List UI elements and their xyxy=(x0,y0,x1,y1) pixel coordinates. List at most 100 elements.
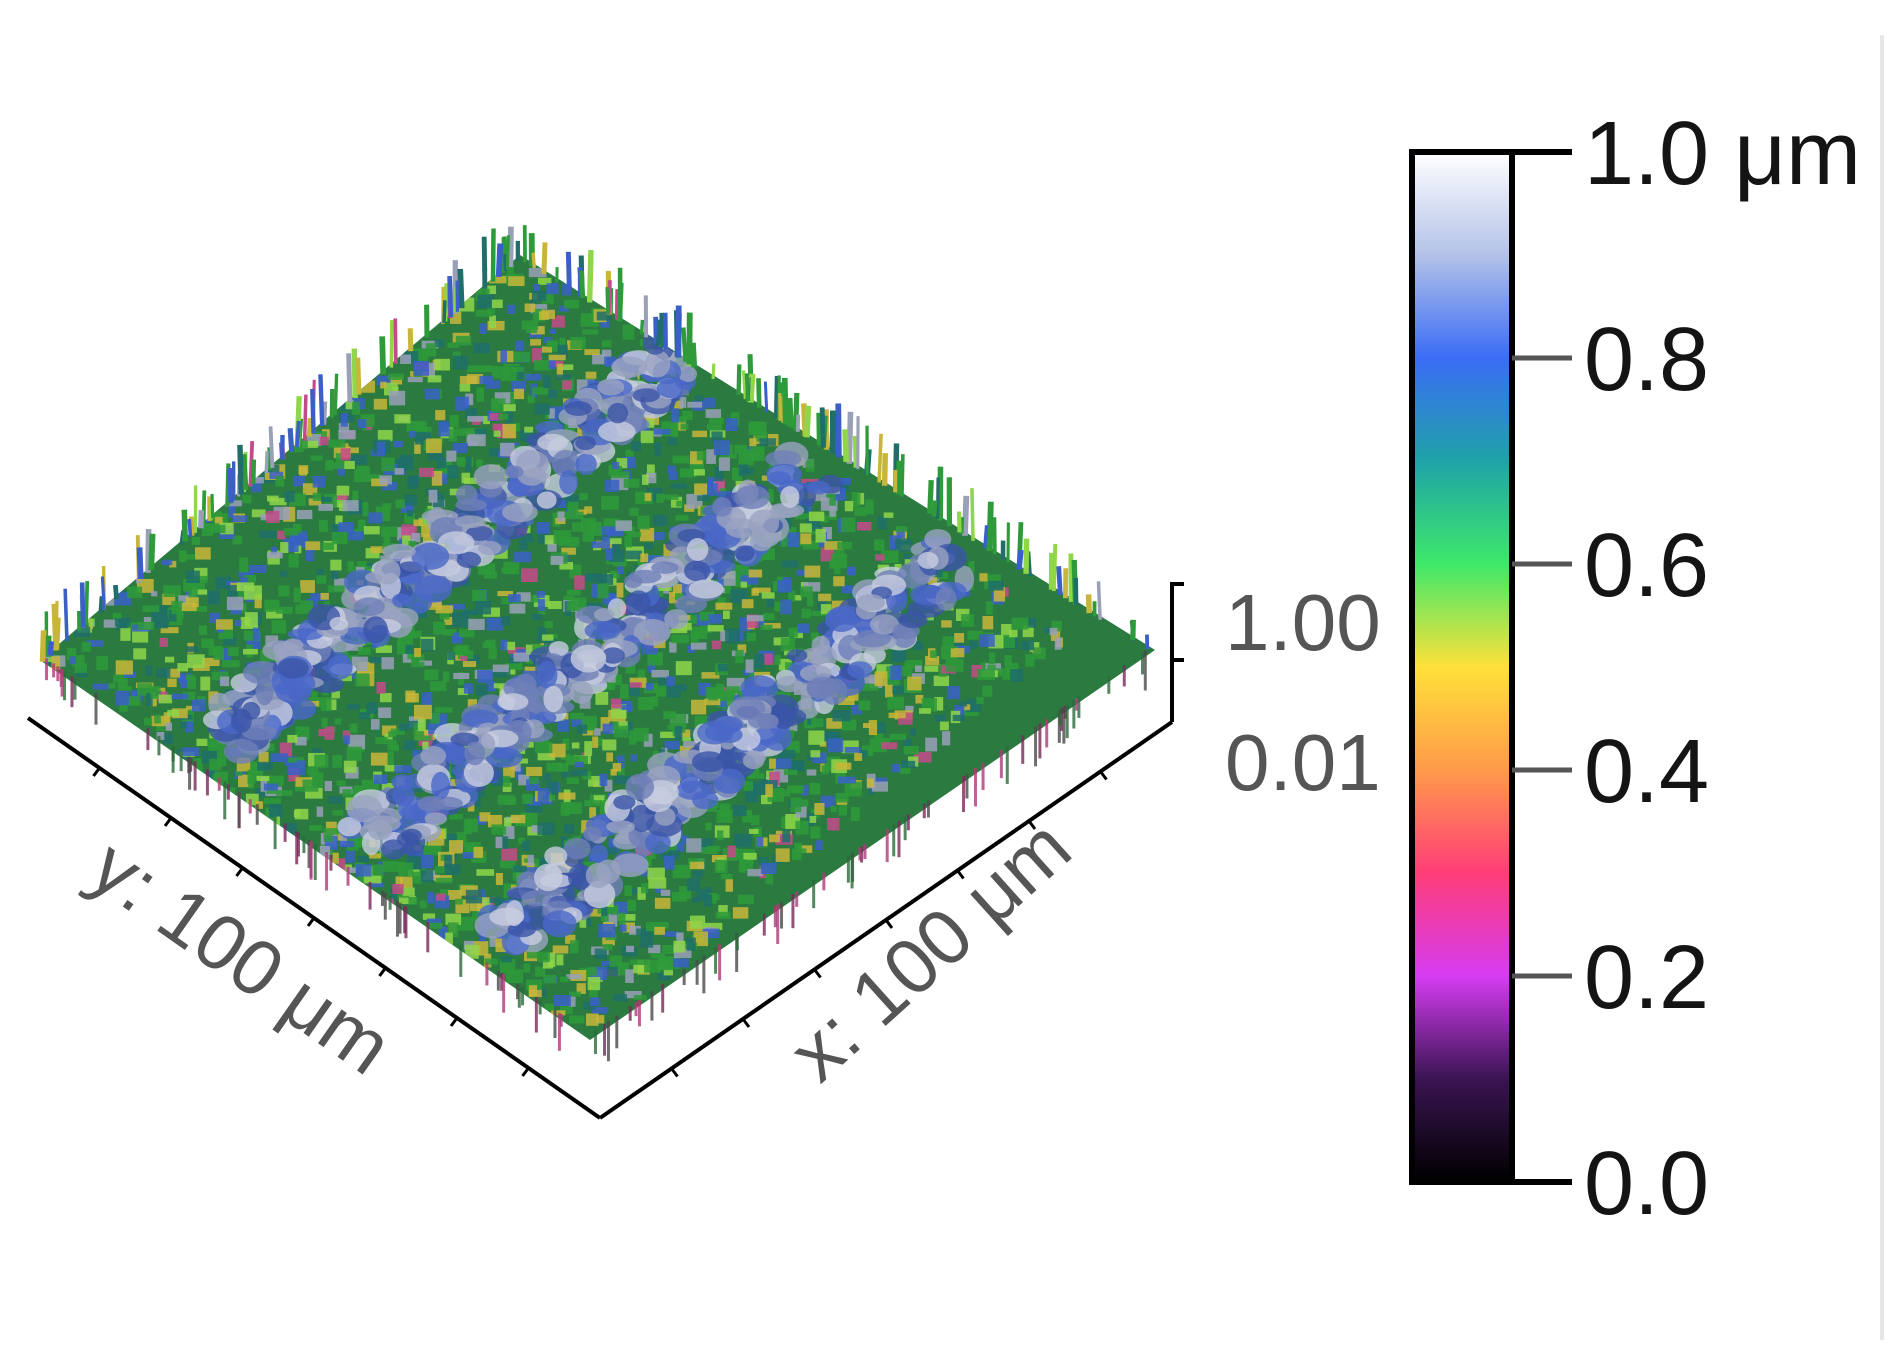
surface-speckle xyxy=(543,337,553,344)
surface-speckle xyxy=(404,494,418,506)
surface-speckle xyxy=(373,398,388,410)
surface-speckle xyxy=(725,879,733,892)
surface-speckle xyxy=(585,723,596,730)
surface-speckle xyxy=(612,763,622,772)
surface-speckle xyxy=(255,801,264,809)
surface-speckle xyxy=(407,720,419,729)
surface-speckle xyxy=(191,536,201,545)
surface-speckle xyxy=(498,413,509,420)
surface-speckle xyxy=(163,585,181,597)
surface-speckle xyxy=(744,791,758,803)
surface-ridge-bump xyxy=(505,900,524,927)
surface-speckle xyxy=(268,464,280,474)
surface-ridge-bump xyxy=(473,464,508,490)
surface-speckle xyxy=(435,410,446,421)
surface-speckle xyxy=(584,573,602,582)
surface-speckle xyxy=(320,697,332,712)
surface-ridge-bump xyxy=(688,579,724,599)
surface-speckle xyxy=(693,931,709,947)
surface-speckle xyxy=(546,340,558,348)
surface-speckle xyxy=(366,702,378,714)
surface-speckle xyxy=(895,538,913,552)
surface-speckle xyxy=(393,440,404,448)
surface-spike xyxy=(983,525,989,549)
surface-speckle xyxy=(542,959,554,969)
surface-speckle xyxy=(477,670,493,683)
surface-speckle xyxy=(418,517,430,526)
surface-speckle xyxy=(435,877,453,884)
surface-speckle xyxy=(611,471,630,479)
surface-ridge-bump xyxy=(769,504,800,519)
surface-speckle xyxy=(904,659,923,670)
surface-speckle xyxy=(606,752,614,762)
surface-speckle xyxy=(592,354,608,365)
surface-spike xyxy=(711,363,716,380)
surface-speckle xyxy=(375,645,393,653)
surface-speckle xyxy=(765,870,774,885)
surface-speckle xyxy=(894,649,907,662)
surface-speckle xyxy=(515,340,525,351)
surface-speckle xyxy=(538,599,545,611)
surface-speckle xyxy=(516,592,531,602)
surface-speckle xyxy=(302,440,319,448)
colorbar-tick-label: 0.2 xyxy=(1584,928,1709,1028)
surface-spike xyxy=(788,397,794,429)
surface-speckle xyxy=(449,414,459,428)
surface-speckle xyxy=(255,788,268,797)
surface-speckle xyxy=(458,629,475,638)
surface-ridge-bump xyxy=(740,675,779,702)
surface-speckle xyxy=(690,626,703,635)
surface-speckle xyxy=(437,457,447,469)
surface-speckle xyxy=(741,599,754,609)
surface-speckle xyxy=(558,500,567,508)
surface-speckle xyxy=(714,859,728,874)
surface-speckle xyxy=(510,814,526,824)
surface-ridge-bump xyxy=(277,657,309,679)
surface-speckle xyxy=(775,848,790,862)
surface-speckle xyxy=(796,569,812,576)
surface-ridge-bump xyxy=(497,693,529,711)
surface-speckle xyxy=(526,797,542,806)
surface-speckle xyxy=(74,663,88,673)
surface-ridge-bump xyxy=(454,515,486,529)
surface-speckle xyxy=(896,529,905,538)
surface-speckle xyxy=(589,807,597,819)
surface-speckle xyxy=(967,630,984,640)
surface-speckle xyxy=(340,832,348,845)
surface-ridge-bump xyxy=(824,607,858,632)
surface-speckle xyxy=(495,872,503,886)
surface-speckle xyxy=(447,922,459,938)
surface-speckle xyxy=(662,945,677,954)
surface-speckle xyxy=(236,582,255,592)
surface-speckle xyxy=(266,609,283,619)
surface-speckle xyxy=(686,838,702,853)
surface-speckle xyxy=(590,521,602,536)
surface-speckle xyxy=(648,877,667,889)
surface-speckle xyxy=(641,474,649,485)
surface-speckle xyxy=(808,730,825,745)
surface-spike xyxy=(763,381,769,413)
surface-speckle xyxy=(522,793,533,804)
surface-speckle xyxy=(465,393,474,406)
surface-speckle xyxy=(160,627,179,634)
surface-speckle xyxy=(824,766,833,772)
surface-spike xyxy=(961,495,970,536)
frame-tick xyxy=(956,869,965,880)
surface-speckle xyxy=(751,588,759,596)
surface-speckle xyxy=(797,623,810,634)
surface-speckle xyxy=(427,891,434,904)
surface-speckle xyxy=(559,562,574,570)
surface-speckle xyxy=(443,629,457,636)
surface-speckle xyxy=(885,684,894,698)
surface-speckle xyxy=(723,610,730,619)
surface-speckle xyxy=(495,836,503,849)
surface-speckle xyxy=(106,596,115,606)
surface-speckle xyxy=(814,803,825,815)
surface-speckle xyxy=(342,500,359,512)
surface-speckle xyxy=(196,738,208,746)
surface-speckle xyxy=(759,438,776,446)
surface-speckle xyxy=(790,797,802,813)
surface-speckle xyxy=(513,652,530,662)
surface-speckle xyxy=(858,700,871,711)
surface-speckle xyxy=(345,400,354,410)
